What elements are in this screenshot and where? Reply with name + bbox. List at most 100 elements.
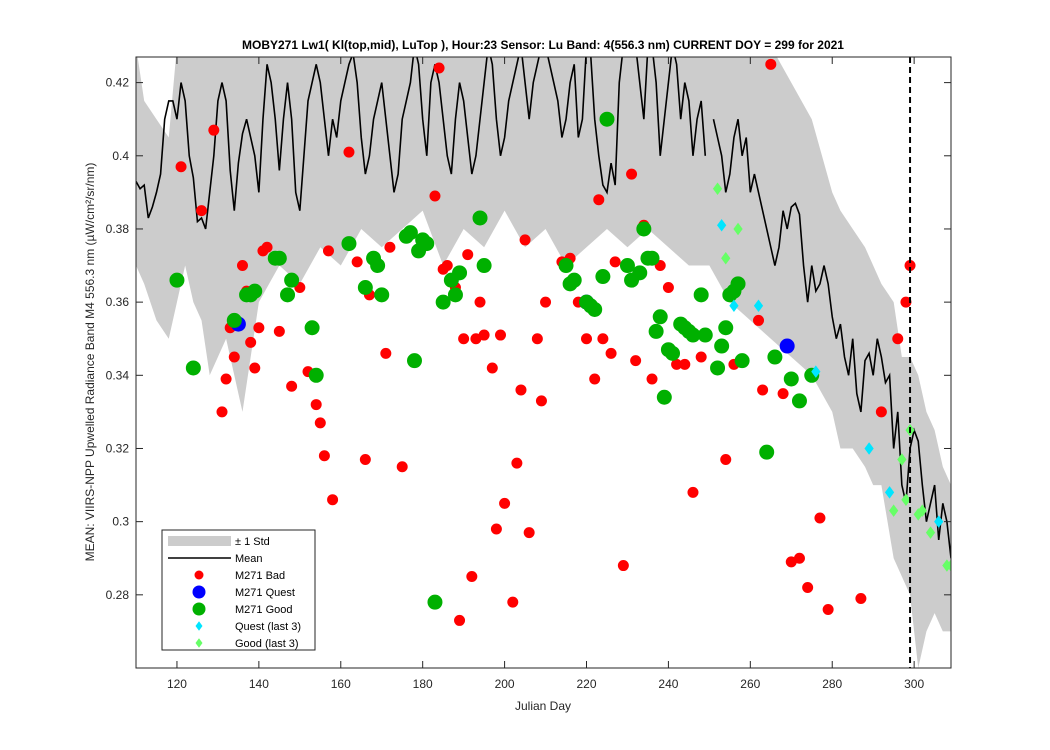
m271-bad-point: [314, 417, 326, 429]
x-tick-label: 260: [740, 677, 760, 691]
y-tick-label: 0.4: [112, 149, 129, 163]
x-tick-label: 280: [822, 677, 842, 691]
m271-bad-point: [359, 453, 371, 465]
good-last-3-point: [897, 453, 907, 466]
y-tick-label: 0.3: [112, 515, 129, 529]
m271-bad-point: [523, 527, 535, 539]
m271-bad-point: [466, 571, 478, 583]
m271-good-point: [734, 353, 750, 369]
legend-label-m271-good: M271 Good: [235, 604, 292, 616]
m271-good-point: [599, 111, 615, 127]
m271-bad-point: [875, 406, 887, 418]
quest-last-3-point: [717, 219, 727, 232]
m271-good-point: [587, 301, 603, 317]
y-tick-label: 0.32: [106, 441, 130, 455]
m271-bad-point: [793, 552, 805, 564]
legend: ± 1 Std Mean M271 Bad M271 Quest M271 Good Qu…: [161, 529, 316, 651]
x-tick-label: 140: [249, 677, 269, 691]
m271-bad-point: [478, 329, 490, 341]
quest-last-3-point: [729, 299, 739, 313]
m271-good-point: [693, 287, 709, 303]
m271-good-point: [619, 258, 635, 274]
chart-title: MOBY271 Lw1( Kl(top,mid), LuTop ), Hour:…: [242, 38, 844, 52]
m271-good-point: [718, 320, 734, 336]
x-axis-label: Julian Day: [515, 699, 571, 713]
x-tick-label: 240: [658, 677, 678, 691]
m271-good-point: [435, 294, 451, 310]
good-last-3-point: [721, 251, 731, 265]
m271-good-point: [247, 283, 263, 299]
x-tick-label: 300: [904, 677, 924, 691]
m271-bad-point: [273, 325, 285, 337]
m271-good-point: [185, 360, 201, 376]
m271-bad-point: [208, 124, 220, 136]
m271-good-point: [558, 258, 574, 274]
good-last-3-point: [946, 559, 951, 572]
x-tick-label: 120: [167, 677, 187, 691]
m271-good-point: [566, 272, 582, 288]
quest-last-3-point: [753, 299, 764, 313]
m271-bad-point: [318, 450, 330, 462]
m271-bad-point: [228, 351, 240, 363]
m271-good-point: [447, 287, 463, 303]
m271-bad-point: [474, 296, 486, 308]
good-last-3-point: [901, 493, 911, 506]
m271-good-point: [652, 309, 668, 325]
m271-good-point: [402, 225, 418, 241]
m271-bad-point: [757, 384, 769, 396]
y-axis-label: MEAN: VIIRS-NPP Upwelled Radiance Band M…: [83, 163, 97, 562]
m271-bad-point: [196, 205, 208, 217]
m271-bad-point: [609, 256, 621, 268]
m271-good-point: [632, 265, 648, 281]
m271-bad-point: [175, 161, 187, 173]
m271-good-point: [271, 250, 287, 266]
m271-bad-point: [396, 461, 408, 473]
x-tick-label: 180: [413, 677, 433, 691]
m271-bad-point: [679, 358, 691, 370]
m271-good-point: [648, 323, 664, 339]
m271-bad-point: [777, 388, 789, 400]
quest-last-3-point: [864, 442, 874, 455]
plot-area: [136, 57, 951, 668]
y-tick-label: 0.28: [106, 588, 130, 602]
m271-bad-point: [687, 486, 699, 498]
m271-good-point: [374, 287, 390, 303]
m271-good-point: [370, 258, 386, 274]
m271-bad-point: [855, 592, 867, 604]
quest-last-3-point: [934, 515, 944, 528]
std-band: [136, 57, 951, 668]
m271-good-point: [406, 353, 422, 369]
m271-bad-point: [310, 399, 322, 411]
legend-label-1-std: ± 1 Std: [235, 536, 270, 548]
m271-good-point: [636, 221, 652, 237]
m271-bad-point: [662, 281, 674, 293]
legend-swatch-quest-last-3: [195, 621, 203, 631]
mean-line-segment-0: [136, 57, 540, 230]
axes: 120 140 160 180 200 220 240 260 280 300 0.28 0.3 0.3…: [106, 57, 951, 691]
good-last-3-point: [733, 222, 743, 236]
good-last-3-point: [917, 504, 927, 517]
legend-label-m271-quest: M271 Quest: [235, 587, 295, 599]
m271-good-point: [665, 345, 681, 361]
m271-good-point: [357, 279, 373, 295]
legend-swatch-good-last-3: [195, 638, 203, 648]
m271-good-point: [284, 272, 300, 288]
m271-bad-point: [892, 333, 904, 345]
m271-bad-point: [814, 512, 826, 524]
y-tick-label: 0.34: [106, 368, 130, 382]
m271-good-point: [226, 312, 242, 328]
m271-bad-point: [253, 322, 265, 334]
m271-good-point: [767, 349, 783, 365]
quest-last-3-point: [811, 365, 821, 378]
mean-line-segment-2: [712, 119, 951, 559]
m271-bad-point: [535, 395, 547, 407]
legend-swatch-m271-quest: [192, 585, 206, 599]
m271-bad-point: [695, 351, 707, 363]
good-last-3-point: [925, 526, 936, 539]
legend-label-m271-bad: M271 Bad: [235, 570, 285, 582]
m271-bad-point: [617, 560, 629, 572]
m271-good-point: [714, 338, 730, 354]
quest-last-3-point: [884, 486, 895, 499]
m271-good-point: [791, 393, 807, 409]
legend-box: [161, 529, 316, 651]
